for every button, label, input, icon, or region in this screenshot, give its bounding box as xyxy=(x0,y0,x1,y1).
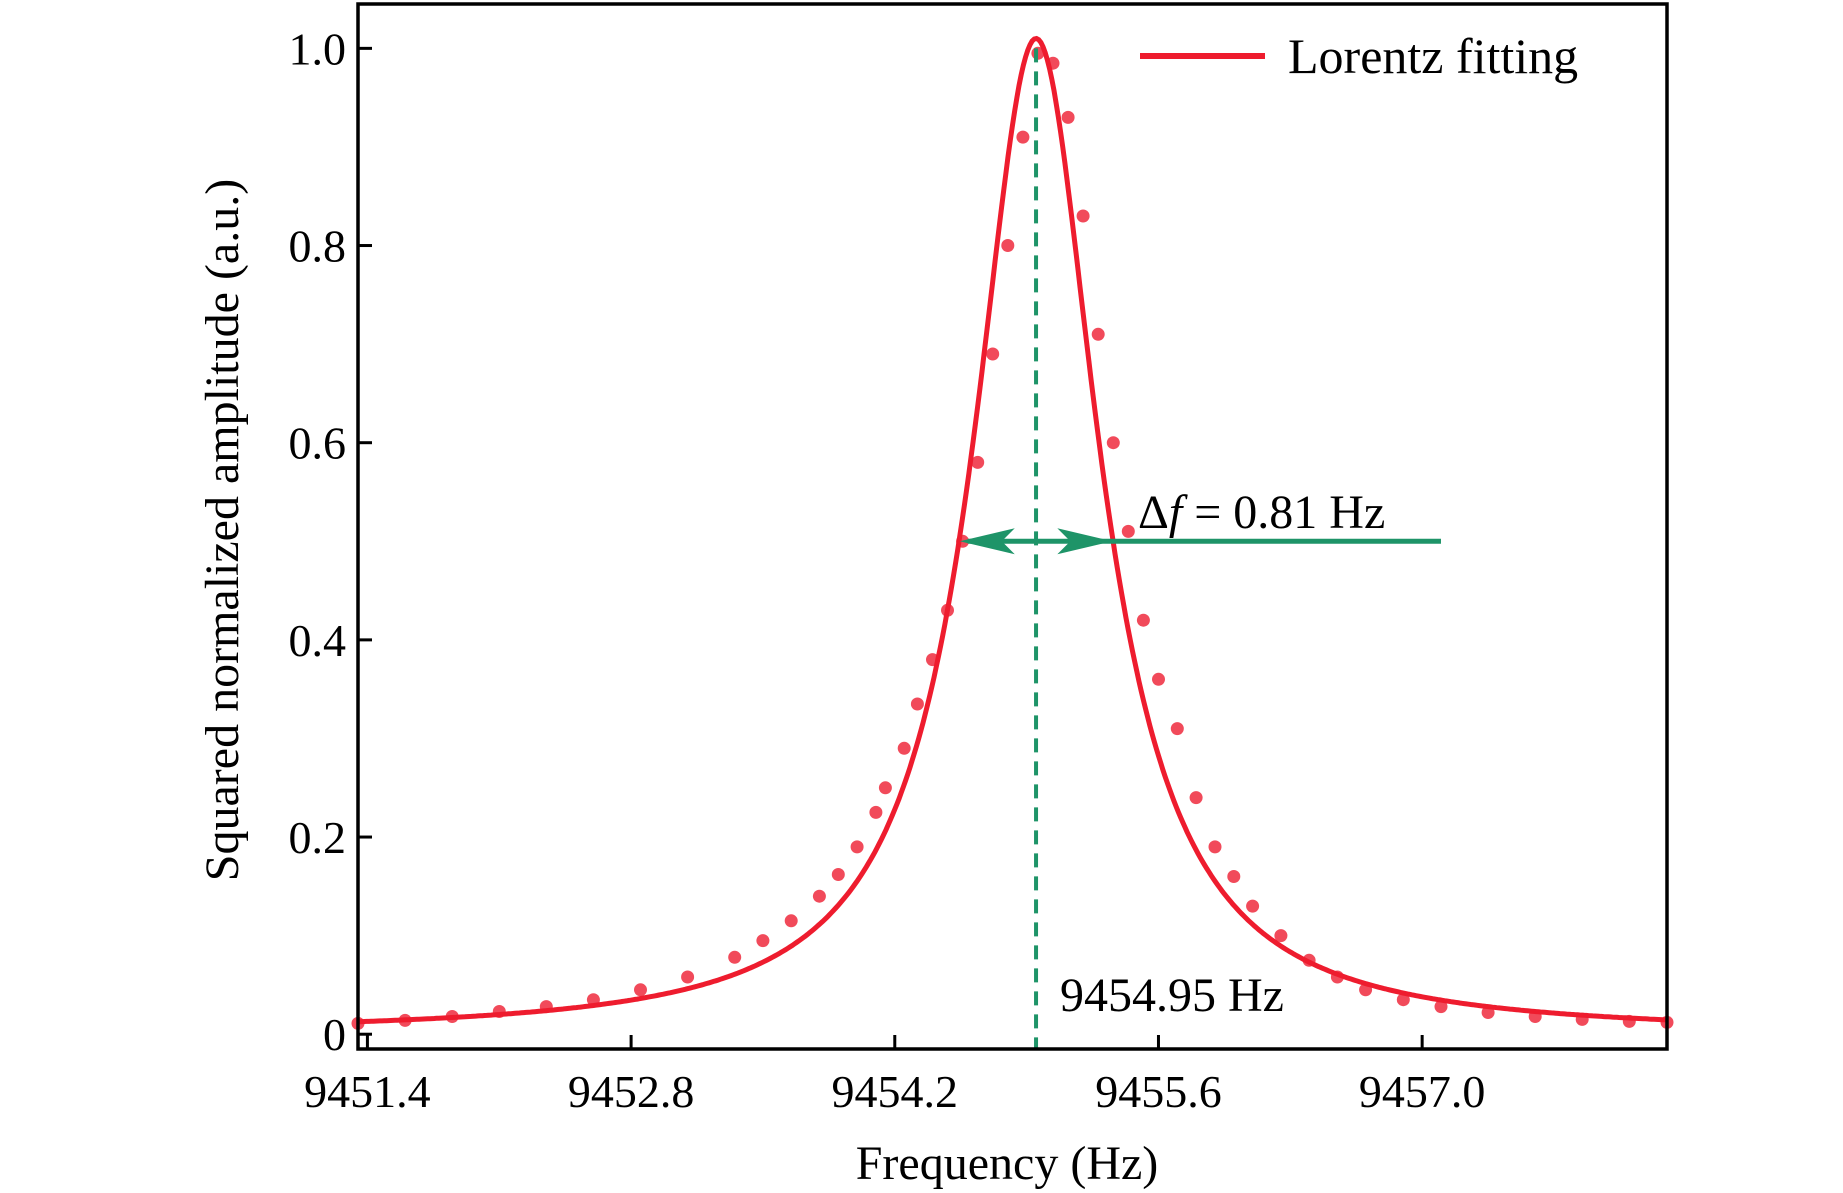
data-point xyxy=(681,970,695,984)
x-tick-label: 9454.2 xyxy=(832,1066,959,1117)
data-point xyxy=(1246,899,1260,913)
fwhm-arrow-right xyxy=(1057,528,1113,555)
plot-frame xyxy=(356,2,1669,1051)
data-layer xyxy=(351,46,1674,1030)
data-point xyxy=(1396,993,1410,1007)
fwhm-label: Δf = 0.81 Hz xyxy=(1138,486,1385,539)
y-tick-label: 0.8 xyxy=(289,221,347,272)
fwhm-value: = 0.81 Hz xyxy=(1182,486,1385,539)
legend-label: Lorentz fitting xyxy=(1288,28,1578,84)
data-point xyxy=(831,868,845,881)
x-tick-label: 9455.6 xyxy=(1095,1066,1222,1117)
data-point xyxy=(910,697,924,711)
data-point xyxy=(850,840,864,854)
fwhm-arrow-left xyxy=(959,528,1015,555)
data-point xyxy=(1016,130,1030,144)
y-tick-label: 0 xyxy=(323,1009,346,1060)
data-point xyxy=(986,347,1000,361)
data-point xyxy=(1170,722,1184,736)
data-point xyxy=(971,455,985,469)
y-tick-label: 0.2 xyxy=(289,812,347,863)
axes-layer: 9451.4 9452.8 9454.2 9455.6 9457.0 0 0.2 0.4 0.6… xyxy=(289,2,1669,1117)
data-point xyxy=(878,781,892,795)
data-point xyxy=(1001,239,1015,252)
data-point xyxy=(1091,327,1105,341)
data-point xyxy=(1227,870,1241,883)
data-point xyxy=(812,889,826,903)
data-point xyxy=(1434,1000,1448,1014)
data-point xyxy=(1061,110,1075,124)
data-point xyxy=(1121,524,1135,538)
delta-symbol: Δ xyxy=(1138,486,1169,539)
data-point xyxy=(756,934,770,948)
data-point xyxy=(1208,840,1222,854)
x-axis-title: Frequency (Hz) xyxy=(856,1137,1159,1190)
y-tick-label: 0.6 xyxy=(289,418,347,469)
data-point xyxy=(869,805,883,819)
annotation-layer xyxy=(959,48,1441,1049)
data-point xyxy=(784,914,798,928)
x-tick-label: 9457.0 xyxy=(1359,1066,1486,1117)
legend: Lorentz fitting xyxy=(1140,28,1578,84)
y-axis-title: Squared normalized amplitude (a.u.) xyxy=(196,179,249,881)
y-tick-label: 1.0 xyxy=(289,23,347,74)
data-point xyxy=(634,983,647,997)
data-point xyxy=(728,950,742,964)
lorentz-fit-line xyxy=(357,35,1668,1025)
data-point xyxy=(1189,791,1203,805)
x-tick-label: 9451.4 xyxy=(304,1066,431,1117)
data-point xyxy=(1106,436,1120,450)
data-point xyxy=(1152,672,1165,686)
data-point xyxy=(1076,209,1090,223)
x-tick-label: 9452.8 xyxy=(568,1066,695,1117)
peak-frequency-label: 9454.95 Hz xyxy=(1060,969,1284,1022)
data-point xyxy=(1136,613,1150,627)
data-point xyxy=(897,741,911,755)
fit-layer xyxy=(357,35,1668,1025)
y-tick-label: 0.4 xyxy=(289,615,347,666)
data-point xyxy=(1274,929,1288,943)
